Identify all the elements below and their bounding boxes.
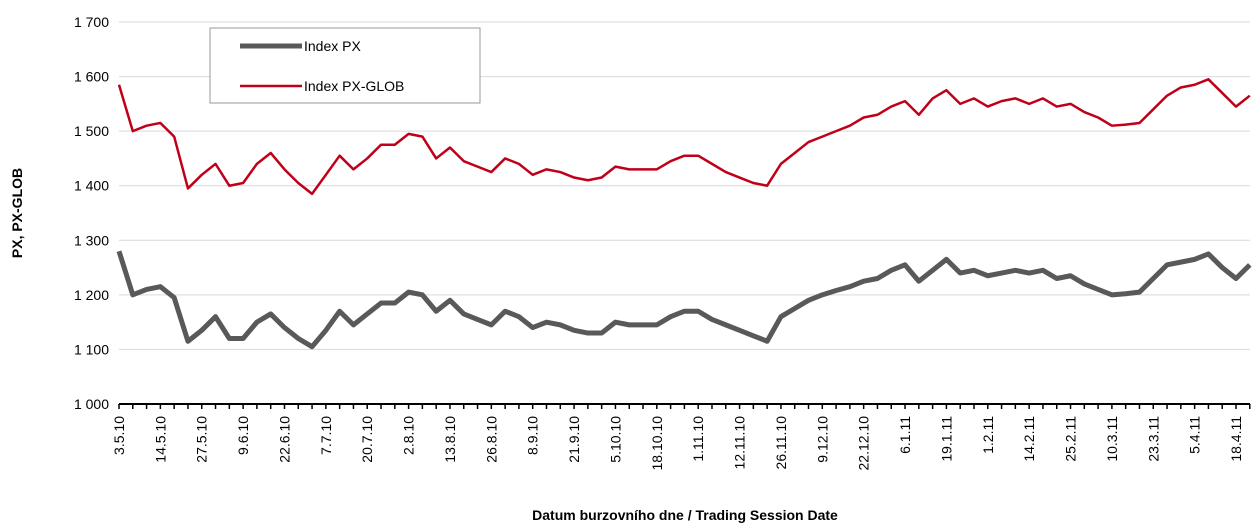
- y-axis-title: PX, PX-GLOB: [9, 168, 25, 258]
- y-tick-label: 1 600: [74, 69, 109, 85]
- x-tick-label: 26.11.10: [773, 416, 789, 470]
- legend-label: Index PX: [304, 38, 361, 54]
- y-tick-label: 1 100: [74, 341, 109, 357]
- x-tick-label: 23.3.11: [1145, 416, 1161, 462]
- x-tick-label: 14.5.10: [152, 416, 168, 463]
- x-tick-label: 7.7.10: [318, 416, 334, 455]
- x-tick-label: 22.6.10: [276, 416, 292, 463]
- x-tick-label: 13.8.10: [442, 416, 458, 463]
- line-series: [117, 78, 1251, 196]
- x-tick-label: 5.10.10: [607, 416, 623, 463]
- x-tick-label: 18.10.10: [649, 416, 665, 471]
- x-tick-label: 21.9.10: [566, 416, 582, 463]
- x-tick-label: 9.6.10: [235, 416, 251, 455]
- x-tick-label: 5.4.11: [1187, 416, 1203, 454]
- y-tick-label: 1 000: [74, 396, 109, 412]
- x-tick-label: 6.1.11: [897, 416, 913, 454]
- x-tick-label: 1.11.10: [690, 416, 706, 462]
- x-tick-label: 26.8.10: [483, 416, 499, 463]
- x-tick-label: 20.7.10: [359, 416, 375, 463]
- x-tick-label: 19.1.11: [938, 416, 954, 462]
- x-tick-label: 1.2.11: [980, 416, 996, 454]
- x-tick-label: 18.4.11: [1228, 416, 1244, 462]
- x-tick-label: 12.11.10: [732, 416, 748, 470]
- y-tick-label: 1 700: [74, 14, 109, 30]
- x-tick-label: 3.5.10: [111, 416, 127, 455]
- legend-box: [209, 27, 481, 104]
- legend-label: Index PX-GLOB: [304, 78, 404, 94]
- x-tick-label: 8.9.10: [525, 416, 541, 455]
- x-axis-title: Datum burzovního dne / Trading Session D…: [532, 507, 838, 523]
- y-tick-label: 1 400: [74, 178, 109, 194]
- y-tick-label: 1 300: [74, 232, 109, 248]
- x-tick-label: 22.12.10: [856, 416, 872, 471]
- x-tick-label: 14.2.11: [1021, 416, 1037, 462]
- x-tick-label: 9.12.10: [814, 416, 830, 463]
- x-tick-label: 10.3.11: [1104, 416, 1120, 462]
- y-tick-label: 1 500: [74, 123, 109, 139]
- x-tick-label: 2.8.10: [401, 416, 417, 455]
- y-tick-label: 1 200: [74, 287, 109, 303]
- x-tick-label: 27.5.10: [194, 416, 210, 463]
- x-tick-label: 25.2.11: [1063, 416, 1079, 462]
- line-series: [116, 250, 1252, 350]
